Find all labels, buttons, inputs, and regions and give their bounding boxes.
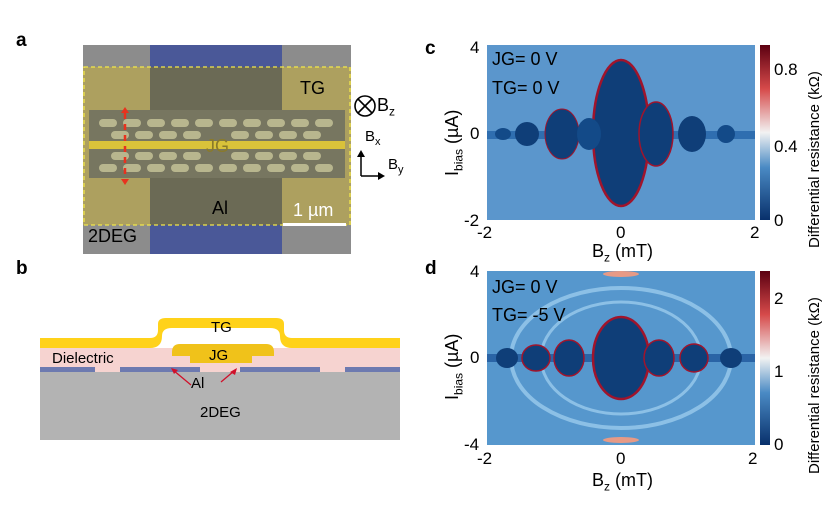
c-cbar-tick-04: 0.4 (774, 137, 798, 156)
d-ylabel: Ibias (µA) (442, 334, 466, 400)
d-ytick-4: 4 (470, 262, 480, 281)
d-xlabel-unit: (mT) (610, 470, 653, 490)
bx-sub: x (375, 136, 381, 148)
d-cbar-tick-1: 1 (774, 362, 784, 381)
substrate-layer (40, 372, 400, 440)
d-ylabel-main: I (442, 394, 462, 400)
d-xlabel: Bz (mT) (592, 470, 653, 494)
cs-jg-label: JG (209, 347, 229, 364)
colorbar-d-gradient (760, 271, 770, 445)
c-xlabel-main: B (592, 241, 605, 261)
sem-image (83, 45, 351, 254)
d-xlabel-main: B (592, 470, 605, 490)
c-xlabel-unit: (mT) (610, 241, 653, 261)
field-direction-icon (352, 93, 378, 124)
by-sub: y (398, 164, 404, 176)
colorbar-d (760, 271, 770, 450)
panel-a-letter: a (16, 30, 27, 51)
d-cbar-tick-0: 0 (774, 435, 784, 454)
d-xtick-2: 2 (748, 449, 758, 468)
c-xlabel-sub: z (604, 250, 611, 265)
bx-label: Bx (365, 128, 381, 148)
by-label: By (388, 156, 404, 176)
c-xtick-2: 2 (750, 223, 760, 242)
c-ytick-4: 4 (470, 38, 480, 57)
sem-tg-label: TG (300, 78, 325, 98)
sem-2deg-label: 2DEG (88, 226, 138, 246)
cross-section-diagram (40, 318, 400, 440)
colorbar-c (760, 45, 770, 225)
colormap-c (487, 45, 755, 225)
c-ytick-m2: -2 (464, 211, 480, 230)
annot-c-tg: TG= 0 V (492, 78, 560, 98)
c-xtick-m2: -2 (477, 223, 493, 242)
d-ylabel-unit: (µA) (442, 333, 462, 373)
annot-d-jg: JG= 0 V (492, 277, 558, 297)
d-ylabel-sub: bias (451, 372, 466, 395)
panel-b-letter: b (16, 258, 28, 279)
cs-2deg-label: 2DEG (200, 404, 241, 421)
d-xtick-m2: -2 (477, 449, 493, 468)
sem-micrograph (83, 45, 351, 254)
annot-c-jg: JG= 0 V (492, 49, 558, 69)
d-cbar-label: Differential resistance (kΩ) (806, 297, 823, 474)
bz-label: Bz (377, 95, 395, 119)
c-xtick-0: 0 (616, 223, 626, 242)
c-ylabel-main: I (442, 170, 462, 176)
bx-main: B (365, 128, 376, 145)
cs-dielectric-label: Dielectric (52, 350, 114, 367)
c-xlabel: Bz (mT) (592, 241, 653, 265)
panel-c-letter: c (425, 38, 436, 59)
c-cbar-label: Differential resistance (kΩ) (806, 71, 823, 248)
axes-arrows-icon (357, 150, 387, 185)
c-ylabel: Ibias (µA) (442, 110, 466, 176)
cs-al-label: Al (191, 375, 205, 392)
d-ytick-m4: -4 (464, 435, 480, 454)
panel-d-letter: d (425, 258, 437, 279)
c-ylabel-sub: bias (451, 148, 466, 171)
c-cbar-tick-0: 0 (774, 211, 784, 230)
cs-tg-label: TG (211, 319, 232, 336)
c-ytick-0: 0 (470, 124, 480, 143)
by-main: B (388, 156, 399, 173)
bz-sub: z (389, 104, 396, 119)
c-cbar-tick-08: 0.8 (774, 60, 798, 79)
d-ytick-0: 0 (470, 348, 480, 367)
d-xtick-0: 0 (616, 449, 626, 468)
annot-d-tg: TG= -5 V (492, 305, 566, 325)
sem-al-label: Al (212, 198, 229, 218)
d-xlabel-sub: z (604, 479, 611, 494)
d-cbar-tick-2: 2 (774, 289, 784, 308)
c-ylabel-unit: (µA) (442, 109, 462, 149)
sem-jg-label: JG (206, 136, 230, 156)
scale-bar-label: 1 µm (293, 200, 334, 220)
colormap-d (487, 271, 755, 450)
colorbar-c-gradient (760, 45, 770, 220)
bz-main: B (377, 95, 390, 115)
